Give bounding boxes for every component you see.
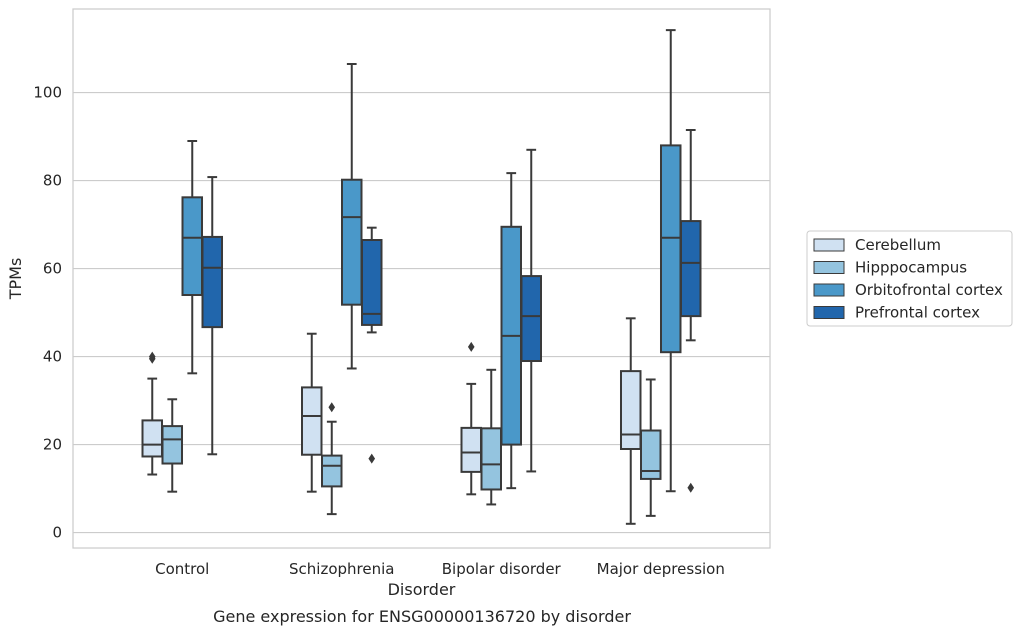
- box-body: [619, 370, 642, 450]
- box-3-2: [520, 148, 542, 473]
- y-tick-label: 0: [52, 524, 62, 542]
- outlier-point: [687, 482, 695, 493]
- chart-caption: Gene expression for ENSG00000136720 by d…: [213, 607, 631, 626]
- legend-label: Orbitofrontal cortex: [855, 281, 1003, 299]
- box-body: [201, 235, 224, 329]
- legend-swatch: [813, 283, 845, 297]
- outlier-point: [328, 402, 336, 413]
- box-1-0: [161, 398, 184, 493]
- box-body: [480, 427, 502, 491]
- box-2-2: [500, 172, 522, 490]
- tick-labels: 0 20 40 60 80 100 Control Schizophrenia Bipolar …: [33, 84, 725, 578]
- box-body: [301, 386, 323, 456]
- box-1-2: [480, 368, 502, 506]
- y-tick-label: 80: [43, 172, 62, 190]
- box-body: [659, 144, 682, 354]
- box-3-0: [201, 176, 224, 456]
- box-plots: [141, 29, 702, 525]
- box-0-0: [141, 351, 164, 476]
- box-2-0: [181, 140, 204, 375]
- legend-label: Hipppocampus: [855, 259, 967, 277]
- box-body: [321, 454, 343, 488]
- legend-frame: [806, 230, 1013, 327]
- x-axis-title: Disorder: [388, 580, 456, 599]
- x-tick-label: Schizophrenia: [289, 560, 394, 578]
- box-body: [161, 425, 184, 465]
- box-2-3: [659, 29, 682, 493]
- box-3-1: [361, 226, 383, 464]
- box-body: [341, 178, 363, 306]
- legend-swatch: [813, 261, 845, 274]
- box-0-1: [301, 332, 323, 493]
- outlier-point: [467, 341, 475, 352]
- legend-label: Cerebellum: [855, 236, 941, 254]
- y-tick-label: 20: [43, 436, 62, 454]
- legend: Cerebellum Hipppocampus Orbitofrontal cort…: [806, 230, 1013, 327]
- y-axis-title: TPMs: [6, 258, 25, 301]
- x-tick-label: Bipolar disorder: [442, 560, 562, 578]
- outlier-point: [368, 453, 376, 464]
- box-body: [520, 275, 542, 362]
- y-tick-label: 40: [43, 348, 62, 366]
- box-body: [639, 429, 662, 480]
- outlier-point: [148, 351, 156, 362]
- legend-label: Prefrontal cortex: [855, 304, 980, 322]
- box-body: [679, 220, 702, 318]
- box-1-1: [321, 402, 343, 516]
- box-2-1: [341, 63, 363, 370]
- legend-swatch: [813, 306, 845, 319]
- box-body: [141, 419, 164, 458]
- y-tick-label: 60: [43, 260, 62, 278]
- box-0-2: [460, 341, 482, 496]
- box-body: [361, 239, 383, 326]
- legend-swatch: [813, 238, 845, 252]
- box-body: [181, 196, 204, 297]
- box-body: [460, 426, 482, 473]
- box-3-3: [679, 129, 702, 493]
- box-1-3: [639, 378, 662, 517]
- x-tick-label: Major depression: [597, 560, 725, 578]
- x-tick-label: Control: [155, 560, 209, 578]
- plot-area-frame: [72, 8, 771, 549]
- y-tick-label: 100: [33, 84, 62, 102]
- box-0-3: [619, 317, 642, 525]
